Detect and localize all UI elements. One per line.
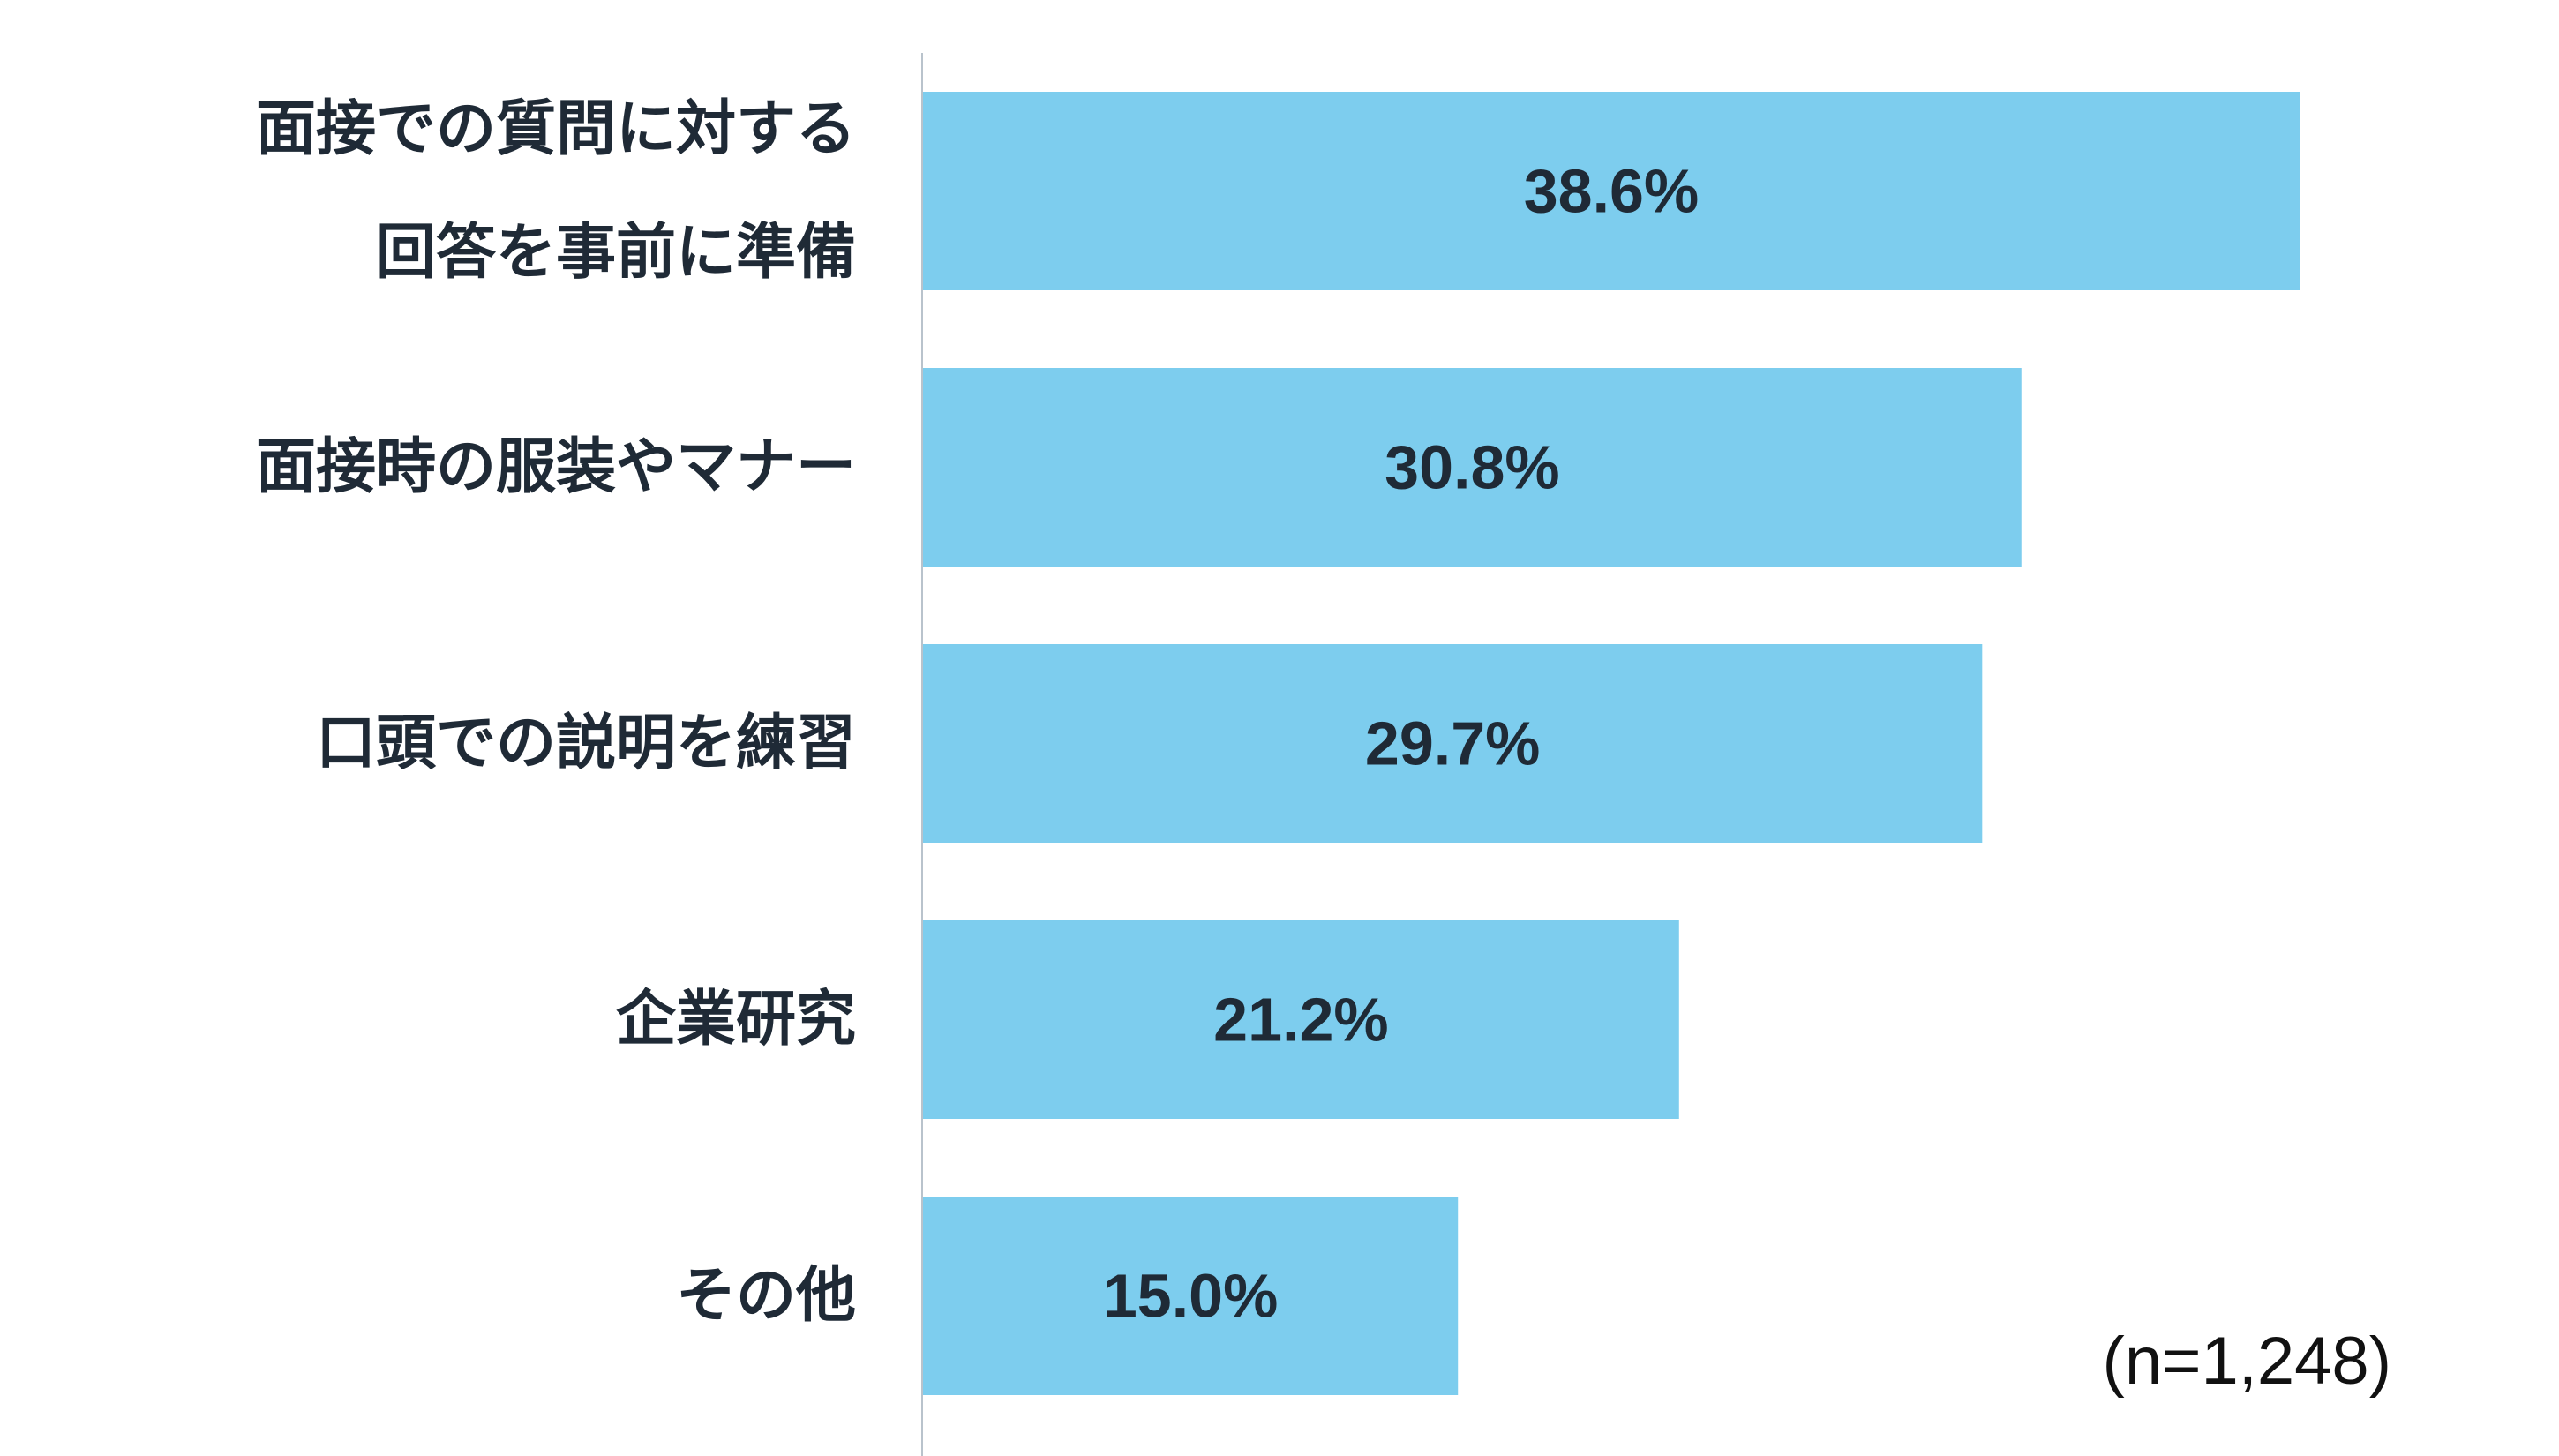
bar-1 <box>923 92 2300 290</box>
value-label-3: 29.7% <box>1365 709 1540 778</box>
value-label-5: 15.0% <box>1103 1262 1278 1331</box>
category-label-1-line-2: 回答を事前に準備 <box>376 218 856 288</box>
category-label-1-line-1: 面接での質問に対する <box>256 94 856 164</box>
category-label-3: 口頭での説明を練習 <box>316 709 856 778</box>
sample-size-note: (n=1,248) <box>2103 1324 2391 1399</box>
bar-2 <box>923 368 2022 567</box>
category-label-4: 企業研究 <box>616 985 856 1054</box>
bar-3 <box>923 644 1983 843</box>
bars <box>923 92 2300 1395</box>
bar-5 <box>923 1197 1459 1395</box>
category-label-5: その他 <box>676 1261 856 1331</box>
value-label-2: 30.8% <box>1385 433 1559 502</box>
category-labels: 面接での質問に対する回答を事前に準備面接時の服装やマナー口頭での説明を練習企業研… <box>256 94 856 1331</box>
value-labels: 38.6% 30.8% 29.7% 21.2% 15.0% <box>1103 157 1699 1331</box>
bar-4 <box>923 920 1679 1119</box>
value-label-1: 38.6% <box>1524 157 1699 226</box>
category-label-2: 面接時の服装やマナー <box>256 432 856 502</box>
value-label-4: 21.2% <box>1213 986 1388 1054</box>
